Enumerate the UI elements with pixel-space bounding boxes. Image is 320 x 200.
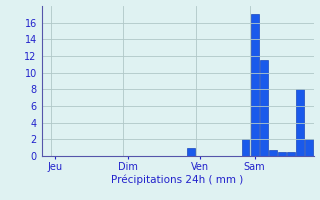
Bar <box>260 60 268 156</box>
Bar <box>251 14 259 156</box>
Bar <box>269 150 277 156</box>
Bar <box>242 139 250 156</box>
Bar <box>296 89 304 156</box>
Bar <box>287 152 295 156</box>
Bar <box>187 148 195 156</box>
X-axis label: Précipitations 24h ( mm ): Précipitations 24h ( mm ) <box>111 174 244 185</box>
Bar <box>278 152 286 156</box>
Bar <box>305 139 313 156</box>
